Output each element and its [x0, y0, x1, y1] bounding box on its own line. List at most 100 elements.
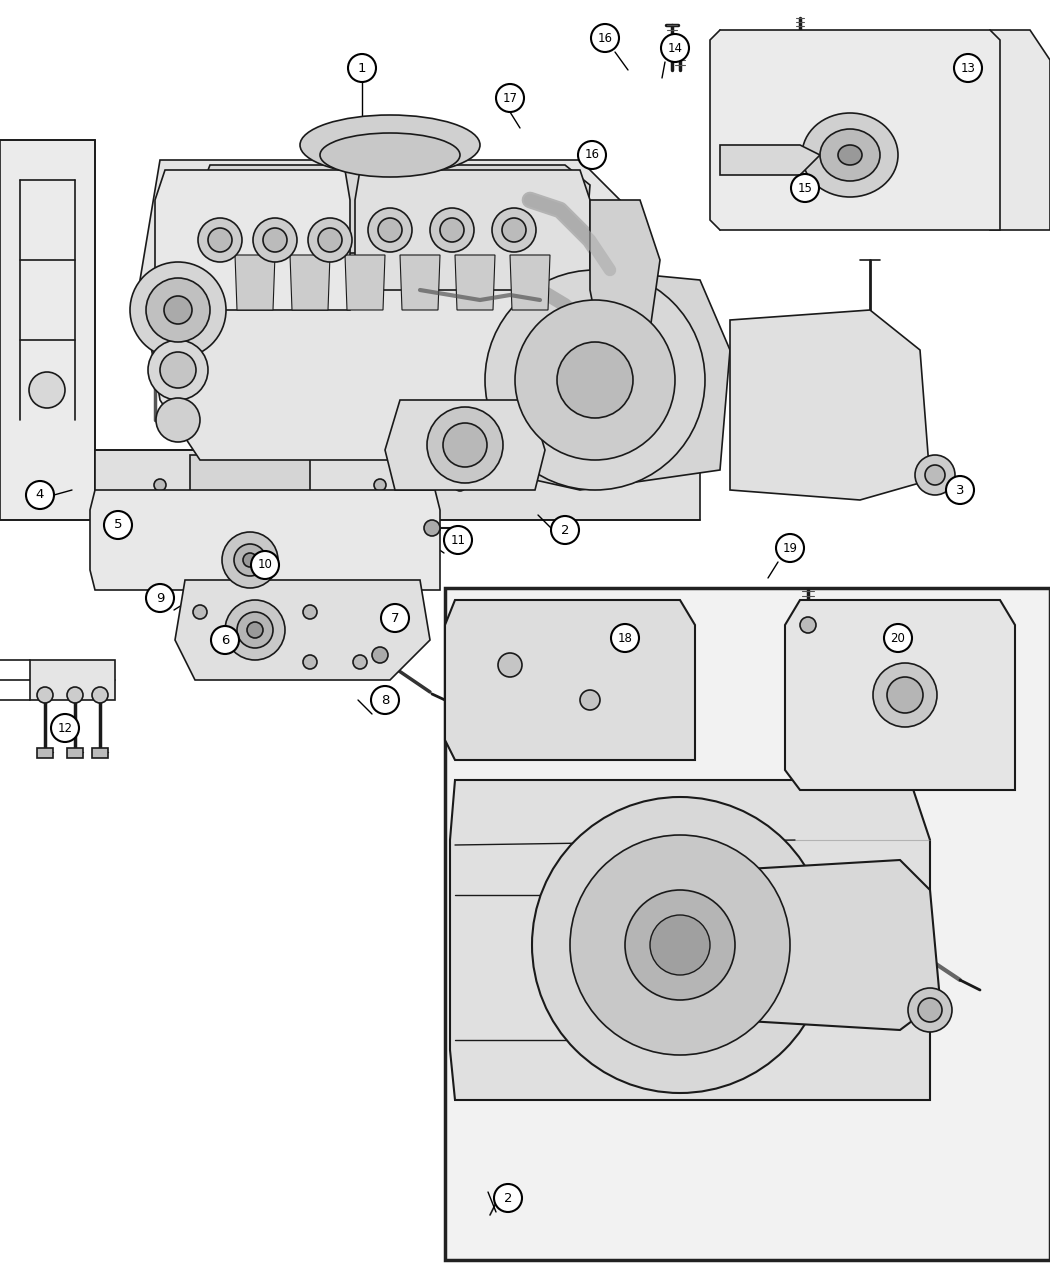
Ellipse shape	[247, 622, 262, 638]
Ellipse shape	[802, 113, 898, 198]
Ellipse shape	[430, 208, 474, 252]
Circle shape	[915, 455, 956, 495]
Text: 16: 16	[597, 32, 612, 45]
Ellipse shape	[262, 228, 287, 252]
Ellipse shape	[237, 612, 273, 648]
Text: 2: 2	[504, 1192, 512, 1205]
Circle shape	[800, 617, 816, 632]
Ellipse shape	[164, 296, 192, 324]
Circle shape	[372, 646, 388, 663]
Circle shape	[214, 479, 226, 491]
Text: 8: 8	[381, 694, 390, 706]
Circle shape	[444, 527, 472, 555]
Text: 3: 3	[956, 483, 964, 496]
Polygon shape	[140, 159, 640, 460]
Text: 17: 17	[503, 92, 518, 105]
Polygon shape	[510, 255, 550, 310]
Polygon shape	[30, 660, 116, 700]
Ellipse shape	[427, 407, 503, 483]
Circle shape	[662, 34, 689, 62]
Polygon shape	[345, 255, 385, 310]
Ellipse shape	[234, 544, 266, 576]
Text: 16: 16	[585, 148, 600, 162]
Circle shape	[251, 551, 279, 579]
Ellipse shape	[208, 228, 232, 252]
Ellipse shape	[146, 278, 210, 342]
Ellipse shape	[873, 663, 937, 727]
Circle shape	[294, 479, 306, 491]
Polygon shape	[730, 310, 930, 500]
Circle shape	[353, 655, 367, 669]
Ellipse shape	[225, 601, 285, 660]
Circle shape	[498, 653, 522, 677]
FancyBboxPatch shape	[37, 748, 52, 759]
Text: 12: 12	[58, 722, 72, 734]
Ellipse shape	[838, 145, 862, 164]
Circle shape	[37, 687, 52, 703]
Polygon shape	[155, 170, 350, 310]
Text: 14: 14	[668, 42, 682, 55]
Ellipse shape	[556, 342, 633, 418]
Polygon shape	[785, 601, 1015, 790]
Text: 1: 1	[358, 61, 366, 74]
Ellipse shape	[318, 228, 342, 252]
Polygon shape	[185, 164, 590, 255]
FancyBboxPatch shape	[92, 748, 108, 759]
Circle shape	[946, 476, 974, 504]
Text: 20: 20	[890, 631, 905, 644]
Polygon shape	[710, 31, 1000, 230]
Text: 6: 6	[220, 634, 229, 646]
Ellipse shape	[198, 218, 242, 261]
Polygon shape	[450, 780, 930, 1100]
Text: 7: 7	[391, 612, 399, 625]
Circle shape	[51, 714, 79, 742]
Polygon shape	[90, 490, 440, 590]
Circle shape	[348, 54, 376, 82]
Text: 11: 11	[450, 533, 465, 547]
Polygon shape	[990, 31, 1050, 230]
Circle shape	[303, 606, 317, 618]
Circle shape	[424, 520, 440, 536]
Circle shape	[104, 511, 132, 539]
Ellipse shape	[222, 532, 278, 588]
Circle shape	[154, 479, 166, 491]
Circle shape	[580, 690, 600, 710]
Text: 2: 2	[561, 524, 569, 537]
Circle shape	[193, 606, 207, 618]
Ellipse shape	[440, 218, 464, 242]
Ellipse shape	[887, 677, 923, 713]
Text: 9: 9	[155, 592, 164, 604]
Polygon shape	[0, 140, 94, 520]
Circle shape	[611, 623, 639, 652]
Ellipse shape	[378, 218, 402, 242]
Polygon shape	[235, 255, 275, 310]
Ellipse shape	[532, 797, 828, 1093]
Ellipse shape	[820, 129, 880, 181]
Ellipse shape	[570, 835, 790, 1054]
Text: 13: 13	[961, 61, 975, 74]
Ellipse shape	[156, 398, 200, 442]
Text: 15: 15	[798, 181, 813, 195]
Ellipse shape	[160, 352, 196, 388]
Ellipse shape	[443, 423, 487, 467]
Polygon shape	[720, 145, 820, 175]
Circle shape	[454, 479, 466, 491]
Polygon shape	[94, 450, 700, 520]
Ellipse shape	[320, 133, 460, 177]
Circle shape	[791, 173, 819, 201]
Circle shape	[303, 655, 317, 669]
Circle shape	[371, 686, 399, 714]
Ellipse shape	[300, 115, 480, 175]
Text: 5: 5	[113, 519, 122, 532]
Ellipse shape	[253, 218, 297, 261]
Circle shape	[92, 687, 108, 703]
Circle shape	[551, 516, 579, 544]
Polygon shape	[385, 400, 545, 490]
Circle shape	[578, 142, 606, 170]
Text: 10: 10	[257, 558, 272, 571]
Ellipse shape	[148, 340, 208, 400]
Circle shape	[374, 479, 386, 491]
Circle shape	[146, 584, 174, 612]
Ellipse shape	[492, 208, 536, 252]
Text: 18: 18	[617, 631, 632, 644]
